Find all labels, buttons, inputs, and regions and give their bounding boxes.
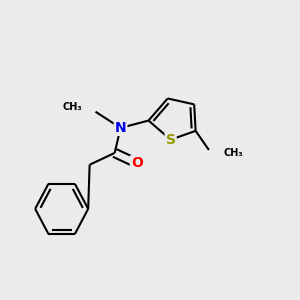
Text: CH₃: CH₃ <box>63 102 82 112</box>
Text: N: N <box>115 121 126 135</box>
Text: S: S <box>166 133 176 147</box>
Text: O: O <box>131 156 143 170</box>
Text: CH₃: CH₃ <box>224 148 243 158</box>
